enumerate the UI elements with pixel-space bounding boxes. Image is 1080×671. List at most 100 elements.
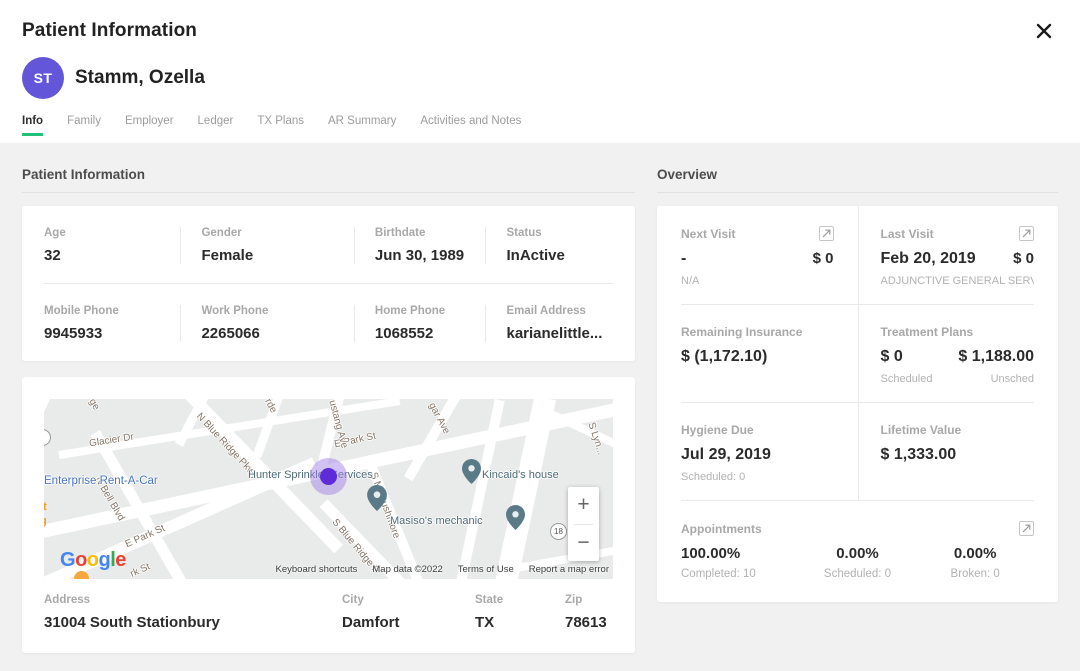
patient-row: ST Stamm, Ozella — [22, 57, 1058, 99]
tab-ledger[interactable]: Ledger — [198, 115, 234, 133]
lifetime-value-block: Lifetime Value $ 1,333.00 — [858, 403, 1059, 500]
completed-sub: Completed: 10 — [681, 568, 799, 580]
field-label: State — [475, 594, 565, 606]
field-home-phone: Home Phone 1068552 — [354, 305, 486, 342]
appointments-completed: 100.00% Completed: 10 — [681, 545, 799, 580]
field-age: Age 32 — [22, 227, 180, 264]
scheduled-sub: Scheduled: 0 — [799, 568, 917, 580]
treatment-unsched-label: Unsched — [957, 373, 1034, 385]
last-visit-block: Last Visit Feb 20, 2019 $ 0 ADJUNCTIVE G… — [858, 206, 1059, 304]
tab-tx-plans[interactable]: TX Plans — [257, 115, 304, 133]
field-birthdate: Birthdate Jun 30, 1989 — [354, 227, 486, 264]
field-value: 2265066 — [201, 325, 353, 342]
remaining-insurance-value: $ (1,172.10) — [681, 348, 834, 366]
field-label: Zip — [565, 594, 613, 606]
avatar: ST — [22, 57, 64, 99]
location-marker[interactable] — [320, 468, 337, 485]
map-data-text: Map data ©2022 — [372, 564, 442, 575]
address-map-card: Glacier Dr N Blue Ridge Pkwy E Park St E… — [22, 377, 635, 653]
map-pin-icon[interactable] — [462, 459, 481, 489]
close-button[interactable] — [1032, 20, 1056, 44]
poi-dot — [74, 571, 89, 579]
poi-label-kincaid[interactable]: Kincaid's house — [482, 469, 559, 481]
appointments-block: Appointments 100.00% Completed: 10 0.00%… — [657, 501, 1058, 602]
address-row: Address 31004 South Stationbury City Dam… — [44, 594, 613, 631]
map-pin-icon[interactable] — [506, 505, 525, 535]
appointments-open-button[interactable] — [1019, 521, 1034, 536]
google-logo-letter: e — [115, 549, 126, 572]
field-city: City Damfort — [342, 594, 475, 631]
field-zip: Zip 78613 — [565, 594, 613, 631]
map-road — [44, 399, 52, 458]
page-title: Patient Information — [22, 20, 1058, 42]
treatment-plans-label: Treatment Plans — [881, 325, 974, 339]
next-visit-label: Next Visit — [681, 227, 735, 241]
google-logo[interactable]: Google — [60, 549, 126, 572]
field-value: TX — [475, 614, 565, 631]
overview-column: Overview Next Visit - $ 0 N/A — [657, 167, 1058, 647]
broken-pct: 0.00% — [916, 545, 1034, 562]
insurance-row: Remaining Insurance $ (1,172.10) Treatme… — [657, 305, 1058, 402]
field-label: Birthdate — [375, 227, 486, 239]
patient-info-section-title: Patient Information — [22, 167, 635, 193]
tab-family[interactable]: Family — [67, 115, 101, 133]
map-pin-icon[interactable] — [367, 485, 387, 516]
zoom-in-button[interactable]: + — [568, 487, 599, 524]
tab-activities-and-notes[interactable]: Activities and Notes — [420, 115, 521, 133]
poi-label-fragment: g — [44, 515, 47, 527]
field-value: 31004 South Stationbury — [44, 614, 342, 631]
field-label: Gender — [201, 227, 353, 239]
patient-information-modal: Patient Information ST Stamm, Ozella Inf… — [0, 0, 1080, 671]
overview-section-title: Overview — [657, 167, 1058, 193]
field-work-phone: Work Phone 2265066 — [180, 305, 353, 342]
visits-row: Next Visit - $ 0 N/A Last Visit — [657, 206, 1058, 304]
poi-label-enterprise[interactable]: Enterprise Rent-A-Car — [44, 475, 158, 487]
hygiene-due-block: Hygiene Due Jul 29, 2019 Scheduled: 0 — [657, 403, 858, 500]
treatment-plans-block: Treatment Plans $ 0 $ 1,188.00 Scheduled… — [858, 305, 1059, 402]
field-value: 9945933 — [44, 325, 180, 342]
poi-label-masiso[interactable]: Masiso's mechanic — [390, 515, 483, 527]
road-shield-partial — [44, 429, 51, 446]
next-visit-amount: $ 0 — [813, 250, 834, 267]
lifetime-value-label: Lifetime Value — [881, 423, 962, 437]
keyboard-shortcuts-link[interactable]: Keyboard shortcuts — [276, 564, 358, 575]
map-road — [455, 399, 504, 579]
report-map-error-link[interactable]: Report a map error — [529, 564, 609, 575]
next-visit-date: - — [681, 250, 686, 268]
overview-card: Next Visit - $ 0 N/A Last Visit — [657, 206, 1058, 602]
tab-info[interactable]: Info — [22, 115, 43, 136]
street-label: ge — [86, 399, 101, 412]
field-value: Female — [201, 247, 353, 264]
field-value: 1068552 — [375, 325, 486, 342]
field-label: Address — [44, 594, 342, 606]
next-visit-sub: N/A — [681, 275, 834, 287]
hygiene-due-label: Hygiene Due — [681, 423, 754, 437]
google-logo-letter: o — [75, 549, 87, 572]
hygiene-row: Hygiene Due Jul 29, 2019 Scheduled: 0 Li… — [657, 403, 1058, 500]
tab-employer[interactable]: Employer — [125, 115, 174, 133]
close-icon — [1035, 22, 1053, 43]
zoom-out-button[interactable]: − — [568, 525, 599, 562]
field-value: 32 — [44, 247, 180, 264]
terms-of-use-link[interactable]: Terms of Use — [458, 564, 514, 575]
poi-label-fragment: et — [44, 501, 47, 513]
field-value: InActive — [506, 247, 635, 264]
last-visit-label: Last Visit — [881, 227, 934, 241]
field-label: Work Phone — [201, 305, 353, 317]
last-visit-open-button[interactable] — [1019, 226, 1034, 241]
patient-name: Stamm, Ozella — [75, 67, 205, 89]
patient-info-card: Age 32 Gender Female Birthdate Jun 30, 1… — [22, 206, 635, 361]
last-visit-date: Feb 20, 2019 — [881, 250, 976, 268]
google-map[interactable]: Glacier Dr N Blue Ridge Pkwy E Park St E… — [44, 399, 613, 579]
tab-ar-summary[interactable]: AR Summary — [328, 115, 396, 133]
next-visit-open-button[interactable] — [819, 226, 834, 241]
external-link-icon — [1022, 521, 1031, 536]
tab-bar: Info Family Employer Ledger TX Plans AR … — [22, 115, 1058, 136]
treatment-scheduled-label: Scheduled — [881, 373, 958, 385]
modal-header: Patient Information ST Stamm, Ozella Inf… — [0, 0, 1080, 143]
remaining-insurance-block: Remaining Insurance $ (1,172.10) — [657, 305, 858, 402]
field-value: karianelittle... — [506, 325, 635, 342]
hygiene-due-date: Jul 29, 2019 — [681, 446, 834, 464]
external-link-icon — [822, 226, 831, 241]
street-label: rk St — [129, 561, 152, 579]
